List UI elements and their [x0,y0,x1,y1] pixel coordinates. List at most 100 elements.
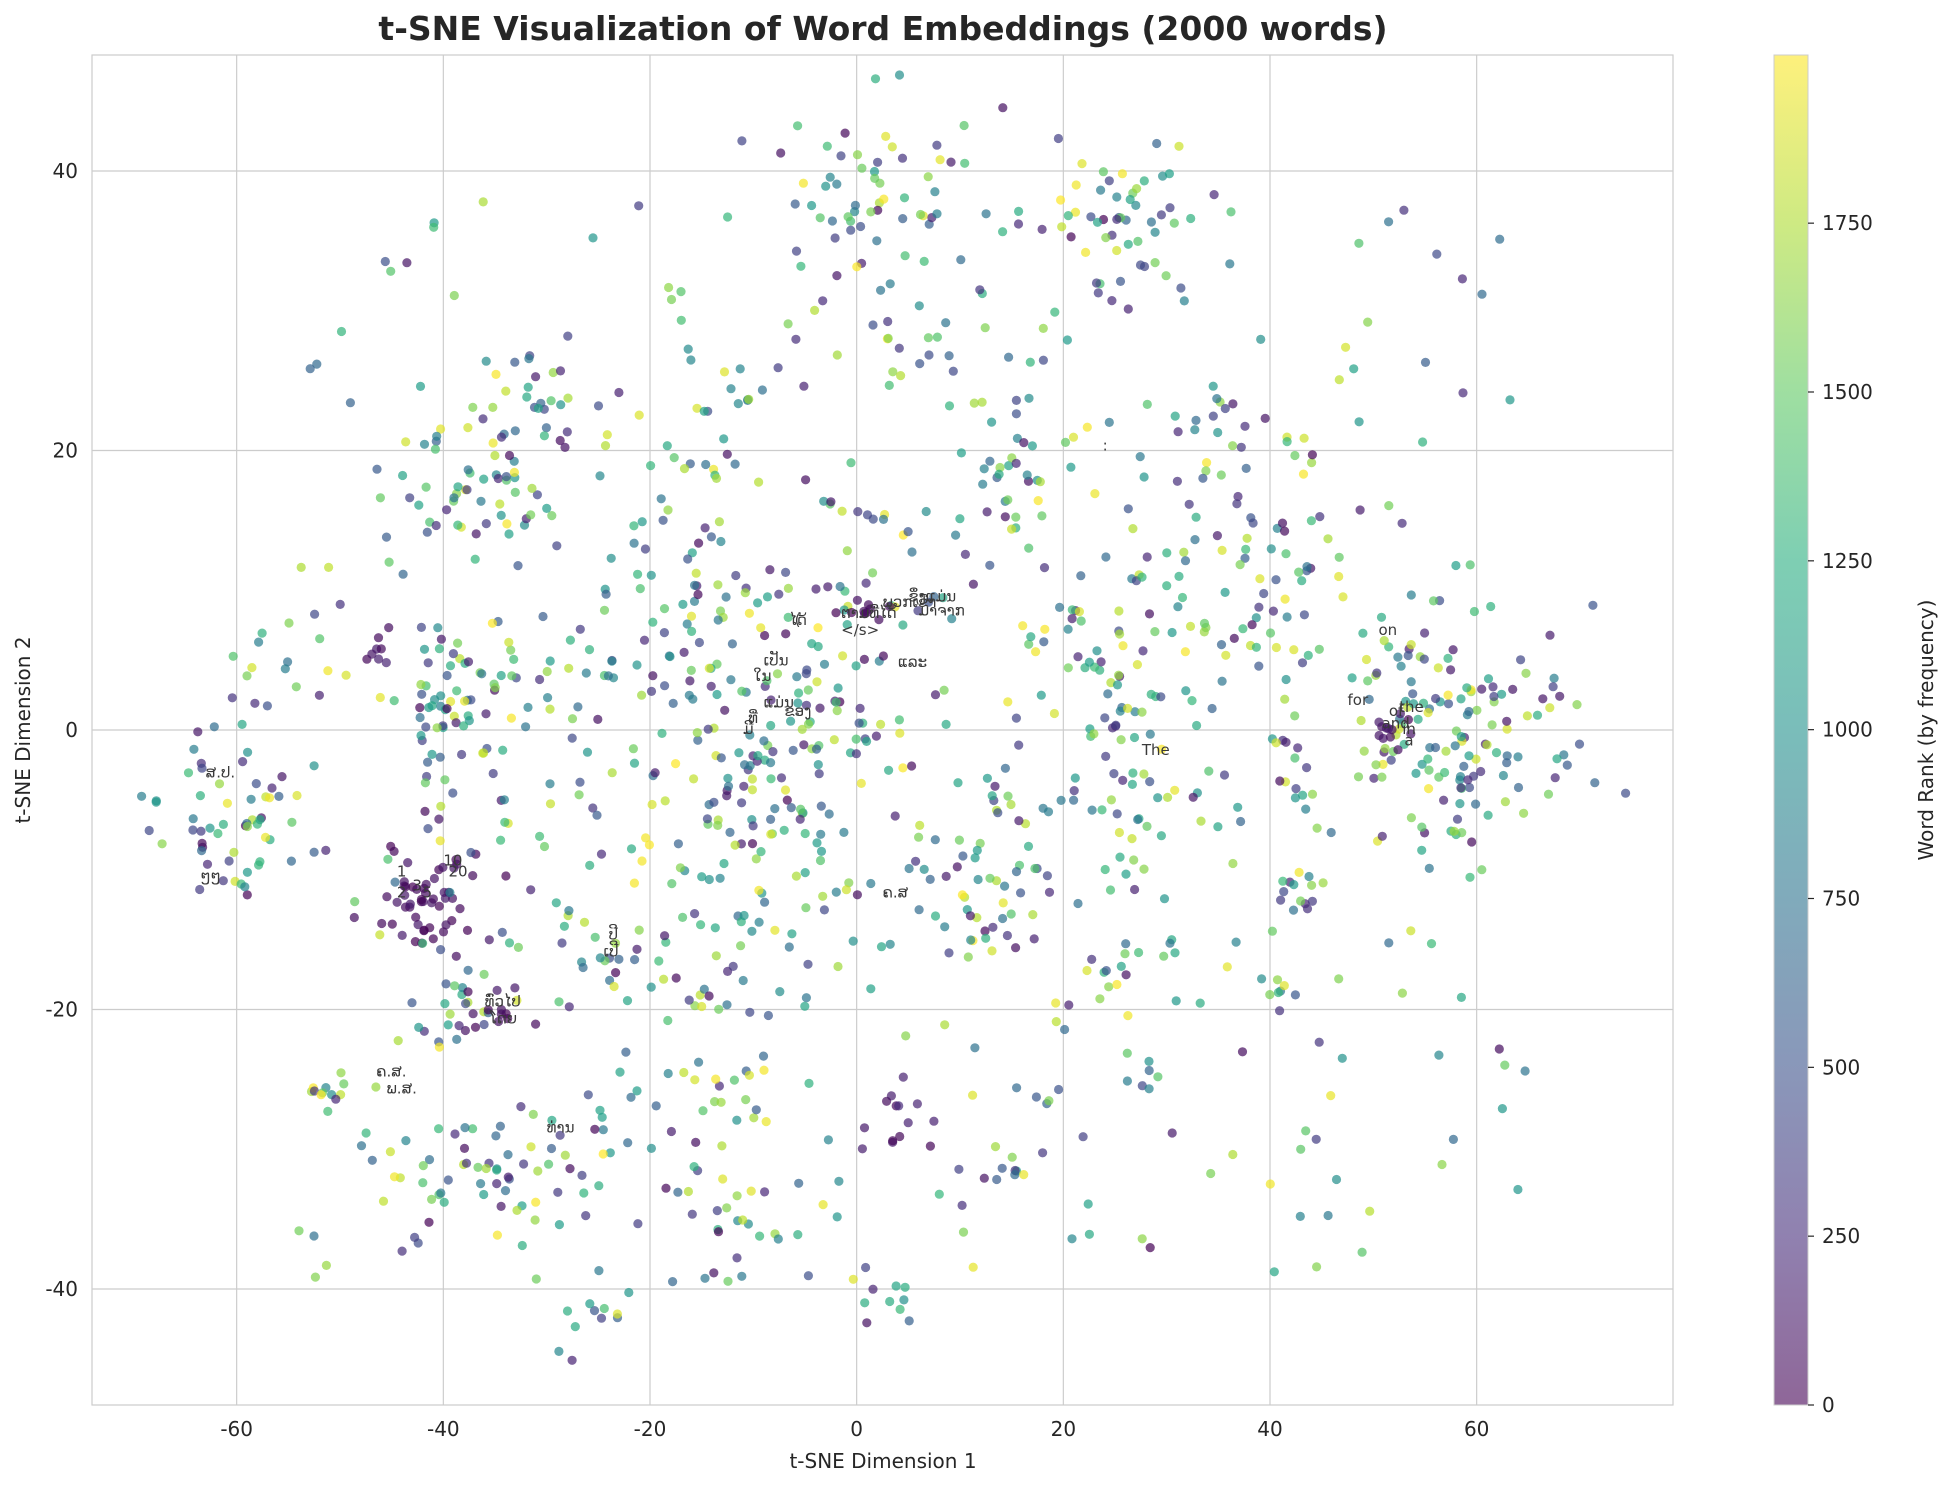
scatter-point [1112,245,1122,256]
scatter-point [478,414,488,424]
scatter-point [1304,871,1314,882]
scatter-point [1314,644,1324,654]
scatter-point [975,285,985,295]
scatter-point [593,401,604,411]
scatter-point [793,698,803,708]
scatter-point [260,832,271,843]
scatter-point [1448,1134,1458,1144]
scatter-point [1443,690,1453,700]
scatter-point [644,840,655,850]
scatter-point [1180,647,1190,657]
scatter-point [1118,775,1128,786]
scatter-point [733,399,743,409]
scatter-point [479,474,489,484]
scatter-point [1326,827,1336,838]
scatter-point [356,1141,367,1151]
scatter-point [479,1189,489,1200]
scatter-point [810,305,820,315]
scatter-point [1455,799,1465,809]
scatter-point [848,1274,858,1284]
scatter-point [919,256,929,266]
scatter-point [1471,799,1481,809]
scatter-point [914,832,924,842]
scatter-point [577,1170,587,1180]
scatter-point [545,656,555,666]
scatter-point [639,635,650,645]
scatter-point [545,779,555,789]
scatter-point [1026,632,1036,642]
scatter-point [336,326,347,337]
scatter-point [699,406,709,416]
scatter-point [1145,729,1155,739]
scatter-point [606,553,616,563]
scatter-point [868,1284,878,1294]
scatter-point [1014,816,1024,826]
scatter-point [654,956,664,966]
scatter-point [1282,437,1292,447]
scatter-point [995,462,1005,473]
scatter-point [418,1178,428,1188]
scatter-point [386,266,396,276]
word-annotation: ຄ.ສ [883,884,909,902]
scatter-point [595,1105,605,1115]
word-annotation: 5 [423,884,433,902]
scatter-point [722,449,732,459]
scatter-point [416,894,426,905]
scatter-point [1467,837,1477,847]
scatter-point [770,804,780,814]
scatter-point [633,1219,643,1229]
scatter-point [988,922,998,932]
scatter-point [280,664,290,674]
scatter-point [548,367,558,378]
scatter-point [816,829,826,839]
scatter-point [1190,535,1200,545]
scatter-point [500,1186,511,1196]
scatter-point [753,751,763,761]
scatter-point [1132,184,1142,194]
scatter-point [1254,661,1264,671]
scatter-point [1386,755,1396,765]
scatter-point [567,733,577,743]
scatter-point [1411,768,1421,779]
scatter-point [646,982,656,992]
scatter-point [852,595,863,605]
scatter-point [1000,512,1010,522]
scatter-point [668,698,678,709]
scatter-point [559,921,570,931]
scatter-point [415,712,425,723]
scatter-point [1073,652,1083,662]
scatter-point [1334,974,1344,984]
scatter-point [990,781,1000,791]
scatter-point [692,403,702,413]
scatter-point [375,493,385,503]
scatter-point [1302,562,1312,572]
scatter-point [1096,657,1106,667]
scatter-point [1127,834,1137,844]
scatter-point [783,612,793,623]
scatter-point [415,381,426,391]
scatter-point [1365,1206,1375,1216]
scatter-point [1176,283,1186,293]
scatter-point [768,747,778,757]
scatter-point [876,942,887,952]
scatter-point [990,1142,1001,1152]
scatter-point [496,510,506,520]
scatter-point [1105,885,1116,895]
scatter-point [555,366,566,376]
scatter-point [1393,652,1403,662]
scatter-point [843,212,853,222]
scatter-point [664,282,674,293]
scatter-point [1179,296,1189,306]
scatter-point [897,153,908,163]
scatter-point [1273,987,1283,998]
scatter-point [1084,1229,1094,1239]
scatter-point [791,334,801,344]
scatter-point [372,464,382,474]
scatter-point [760,1187,770,1197]
scatter-point [693,735,703,745]
scatter-point [468,1009,478,1019]
scatter-point [1458,388,1468,398]
scatter-point [735,364,745,374]
scatter-point [454,1021,464,1031]
scatter-point [773,1234,783,1244]
